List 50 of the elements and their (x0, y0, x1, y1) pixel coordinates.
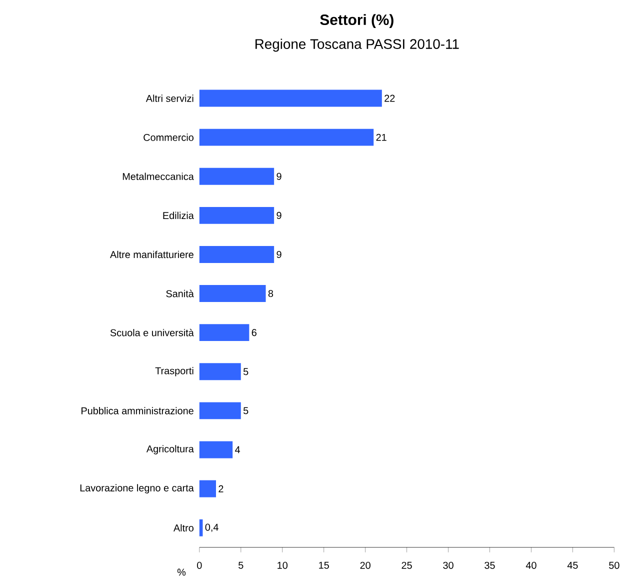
data-label: 8 (268, 290, 274, 297)
bar (199, 206, 274, 224)
data-label: 5 (243, 407, 248, 414)
y-tick-label: Commercio (144, 134, 194, 141)
x-tick-label: 45 (567, 562, 578, 569)
x-tick-label: 10 (278, 562, 288, 569)
bar (199, 363, 241, 380)
bar (199, 284, 266, 302)
data-label: 22 (384, 94, 395, 102)
chart-subtitle: Regione Toscana PASSI 2010-11 (256, 38, 459, 52)
data-label: 2 (218, 485, 224, 492)
data-label: 6 (252, 328, 256, 336)
y-tick-label: Edilizia (163, 212, 194, 219)
data-label: 21 (376, 134, 386, 141)
bar (199, 90, 382, 107)
data-label: 4 (235, 446, 240, 454)
data-label: 9 (276, 250, 282, 258)
x-tick-label: 25 (402, 562, 412, 569)
y-tick-label: Agricoltura (146, 444, 194, 454)
bar (199, 168, 274, 185)
x-tick-label: 20 (360, 562, 370, 569)
x-tick-label: 35 (484, 562, 495, 569)
data-label: 0,4 (205, 524, 218, 532)
bar (199, 441, 233, 458)
y-tick-label: Altri servizi (146, 94, 194, 102)
y-tick-label: Metalmeccanica (122, 172, 194, 180)
bar (199, 480, 216, 498)
chart-title: Settori (%) (320, 14, 394, 28)
data-label: 5 (243, 368, 248, 375)
y-tick-label: Scuola e università (110, 328, 194, 336)
bar (199, 246, 274, 263)
data-label: 9 (276, 172, 282, 180)
x-tick-label: 30 (443, 562, 454, 569)
x-tick-label: 50 (609, 562, 620, 569)
data-label: 9 (276, 212, 282, 219)
x-axis-title: % (177, 568, 186, 576)
x-tick-label: 5 (238, 562, 244, 569)
bar (199, 324, 250, 341)
y-tick-label: Sanità (166, 290, 194, 298)
y-tick-label: Altro (173, 524, 194, 532)
y-tick-label: Pubblica amministrazione (82, 406, 194, 414)
y-tick-label: Trasporti (155, 366, 194, 376)
y-tick-label: Altre manifatturiere (110, 250, 194, 258)
bar (199, 128, 374, 146)
x-tick-label: 0 (197, 562, 202, 569)
bar (199, 519, 203, 536)
bar (199, 402, 241, 420)
x-tick-label: 40 (526, 562, 536, 569)
x-tick-label: 15 (319, 562, 329, 569)
y-tick-label: Lavorazione legno e carta (80, 484, 194, 494)
